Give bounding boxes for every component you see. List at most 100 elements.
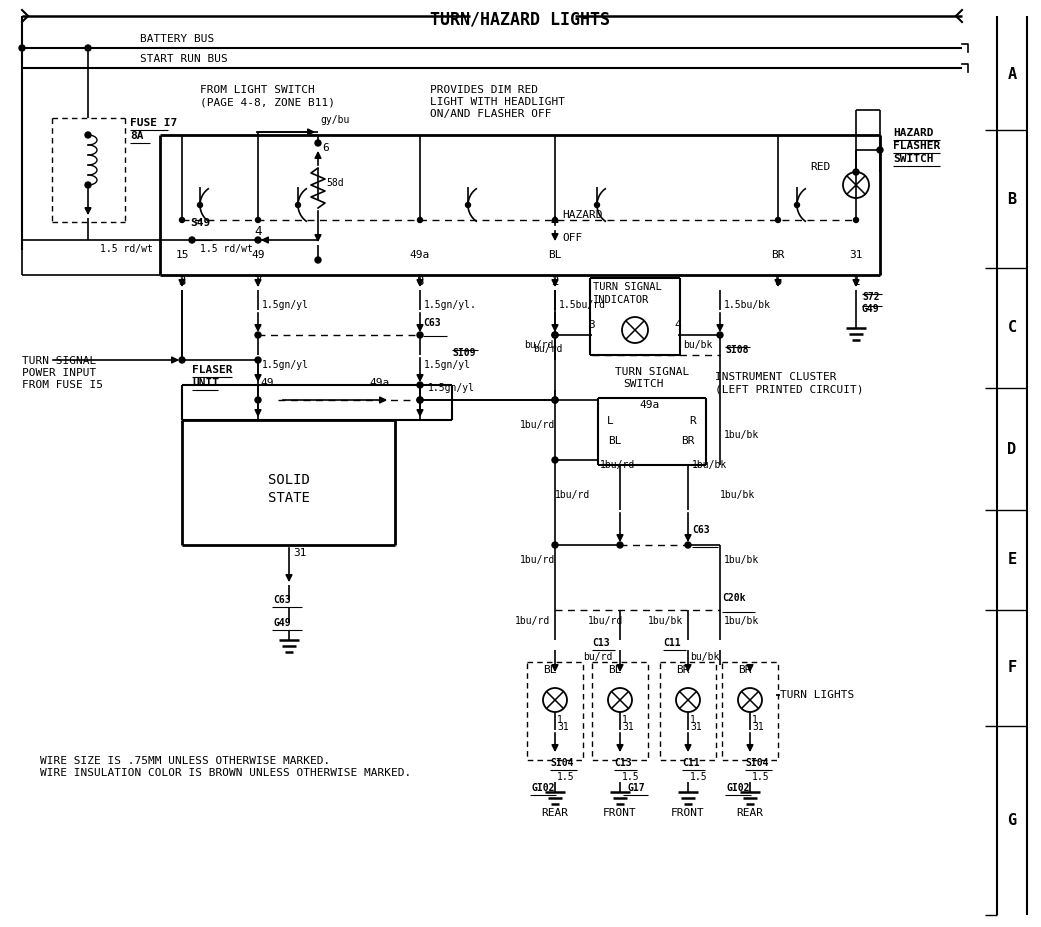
Text: INDICATOR: INDICATOR — [593, 295, 650, 305]
Text: 31: 31 — [623, 722, 634, 732]
Text: 1: 1 — [623, 715, 628, 725]
Text: 1.5gn/yl.: 1.5gn/yl. — [424, 300, 477, 310]
Circle shape — [315, 257, 321, 263]
Text: C20k: C20k — [722, 593, 745, 603]
Text: SOLID: SOLID — [269, 473, 310, 487]
Circle shape — [85, 45, 91, 51]
Text: TURN SIGNAL: TURN SIGNAL — [615, 367, 689, 377]
Circle shape — [776, 218, 781, 222]
Circle shape — [552, 542, 558, 548]
Circle shape — [877, 147, 883, 153]
Text: INSTRUMENT CLUSTER: INSTRUMENT CLUSTER — [715, 372, 837, 382]
Text: 1bu/bk: 1bu/bk — [720, 490, 756, 500]
Text: WIRE SIZE IS .75MM UNLESS OTHERWISE MARKED.: WIRE SIZE IS .75MM UNLESS OTHERWISE MARK… — [40, 756, 330, 766]
Circle shape — [417, 218, 423, 222]
Text: B: B — [1008, 192, 1017, 207]
Text: 1bu/bk: 1bu/bk — [692, 460, 728, 470]
Text: C13: C13 — [614, 758, 632, 768]
Text: 7: 7 — [254, 275, 261, 288]
Circle shape — [594, 202, 600, 208]
Text: 31: 31 — [690, 722, 702, 732]
Text: C63: C63 — [423, 318, 440, 328]
Text: 1.5 rd/wt: 1.5 rd/wt — [200, 244, 253, 254]
Circle shape — [794, 202, 799, 208]
Circle shape — [465, 202, 471, 208]
Text: SWITCH: SWITCH — [893, 154, 934, 164]
Circle shape — [189, 237, 195, 243]
Text: 4: 4 — [254, 225, 261, 238]
Circle shape — [854, 218, 859, 222]
Circle shape — [255, 237, 261, 243]
Circle shape — [417, 382, 423, 388]
Text: 6: 6 — [322, 143, 329, 153]
Text: BL: BL — [549, 250, 562, 260]
Text: G: G — [1008, 813, 1017, 828]
Text: REAR: REAR — [736, 808, 763, 818]
Text: FROM FUSE I5: FROM FUSE I5 — [22, 380, 103, 390]
Text: D: D — [1008, 441, 1017, 456]
Text: 1bu/rd: 1bu/rd — [600, 460, 635, 470]
Text: 49: 49 — [260, 378, 274, 388]
Text: 1: 1 — [690, 715, 695, 725]
Text: FLASER: FLASER — [192, 365, 232, 375]
Circle shape — [85, 132, 91, 138]
Text: BATTERY BUS: BATTERY BUS — [139, 34, 214, 44]
Text: LIGHT WITH HEADLIGHT: LIGHT WITH HEADLIGHT — [430, 97, 565, 107]
Text: REAR: REAR — [541, 808, 568, 818]
Circle shape — [296, 202, 301, 208]
Text: S72: S72 — [862, 292, 880, 302]
Text: BR: BR — [681, 436, 694, 446]
Text: A: A — [1008, 67, 1017, 82]
Text: bu/rd: bu/rd — [533, 344, 562, 354]
Text: 1bu/bk: 1bu/bk — [723, 430, 759, 440]
Text: 1bu/bk: 1bu/bk — [723, 616, 759, 626]
Text: 1bu/rd: 1bu/rd — [555, 490, 590, 500]
Text: 4: 4 — [675, 320, 682, 330]
Circle shape — [717, 332, 723, 338]
Circle shape — [552, 397, 558, 403]
Text: 1.5: 1.5 — [557, 772, 575, 782]
Text: SI04: SI04 — [745, 758, 768, 768]
Text: HAZARD: HAZARD — [562, 210, 603, 220]
Text: 1: 1 — [752, 715, 758, 725]
Text: SI08: SI08 — [725, 345, 748, 355]
Text: 31: 31 — [849, 250, 863, 260]
Text: (PAGE 4-8, ZONE B11): (PAGE 4-8, ZONE B11) — [200, 97, 335, 107]
Text: BL: BL — [543, 665, 557, 675]
Text: S49: S49 — [191, 218, 210, 228]
Text: BL: BL — [608, 436, 621, 446]
Text: C11: C11 — [682, 758, 700, 768]
Text: G49: G49 — [862, 304, 880, 314]
Text: STATE: STATE — [269, 491, 310, 505]
Text: SI09: SI09 — [452, 348, 476, 358]
Text: FUSE I7: FUSE I7 — [130, 118, 177, 128]
Text: 49a: 49a — [370, 378, 390, 388]
Text: bu/bk: bu/bk — [690, 652, 719, 662]
Text: START RUN BUS: START RUN BUS — [139, 54, 228, 64]
Circle shape — [553, 218, 558, 222]
Text: gy/bu: gy/bu — [320, 115, 350, 125]
Text: 1: 1 — [853, 275, 860, 288]
Text: SI04: SI04 — [550, 758, 574, 768]
Text: 1bu/rd: 1bu/rd — [515, 616, 551, 626]
Text: 1.5bu/bk: 1.5bu/bk — [723, 300, 771, 310]
Text: 2: 2 — [552, 275, 559, 288]
Text: 1.5: 1.5 — [752, 772, 769, 782]
Text: 1.5bu/rd: 1.5bu/rd — [559, 300, 606, 310]
Text: 1.5: 1.5 — [690, 772, 708, 782]
Circle shape — [179, 357, 185, 363]
Text: WIRE INSULATION COLOR IS BROWN UNLESS OTHERWISE MARKED.: WIRE INSULATION COLOR IS BROWN UNLESS OT… — [40, 768, 411, 778]
Text: TURN/HAZARD LIGHTS: TURN/HAZARD LIGHTS — [430, 10, 610, 28]
Text: FRONT: FRONT — [671, 808, 705, 818]
Circle shape — [255, 332, 261, 338]
Text: bu/rd: bu/rd — [583, 652, 612, 662]
Text: BR: BR — [738, 665, 752, 675]
Text: E: E — [1008, 552, 1017, 567]
Text: GI02: GI02 — [727, 783, 750, 793]
Text: HAZARD: HAZARD — [893, 128, 934, 138]
Text: TURN SIGNAL: TURN SIGNAL — [22, 356, 96, 366]
Circle shape — [179, 218, 184, 222]
Text: TURN SIGNAL: TURN SIGNAL — [593, 282, 662, 292]
Text: R: R — [689, 416, 696, 426]
Text: ON/AND FLASHER OFF: ON/AND FLASHER OFF — [430, 109, 552, 119]
